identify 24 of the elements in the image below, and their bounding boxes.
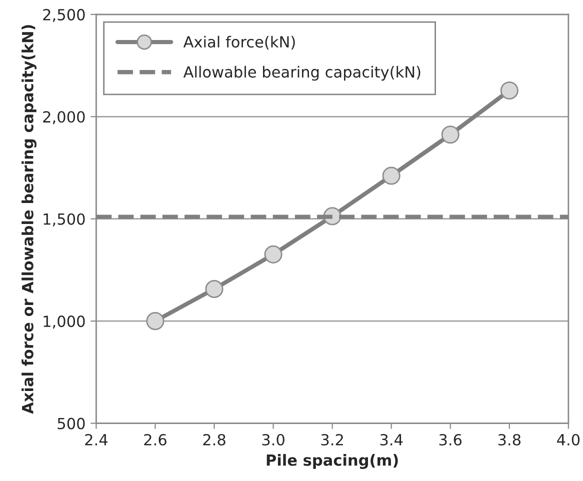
- x-axis-title: Pile spacing(m): [266, 454, 398, 469]
- point: [264, 245, 282, 264]
- x-tick-label: 3.6: [439, 434, 462, 446]
- x-tick-label: 2.6: [144, 434, 166, 446]
- legend-label: Allowable bearing capacity(kN): [183, 66, 420, 81]
- legend-label: Axial force(kN): [183, 36, 295, 50]
- point: [382, 166, 400, 185]
- point: [441, 126, 460, 144]
- point: [146, 312, 164, 330]
- x-tick-label: 3.4: [380, 434, 403, 446]
- x-tick-label: 3.0: [262, 434, 284, 446]
- y-tick-label: 500: [58, 418, 85, 430]
- point: [205, 280, 224, 298]
- y-tick-label: 2,500: [43, 8, 85, 22]
- x-tick-label: 2.8: [203, 434, 226, 446]
- x-tick-label: 3.8: [498, 434, 520, 446]
- y-tick-label: 1,500: [44, 213, 85, 226]
- y-tick-label: 2,000: [43, 111, 85, 124]
- x-tick-label: 4.0: [557, 434, 580, 446]
- x-tick-label: 3.2: [321, 434, 343, 446]
- point: [500, 81, 518, 100]
- x-tick-label: 2.4: [85, 434, 108, 446]
- y-tick-label: 1,000: [44, 316, 85, 329]
- y-axis-title: Axial force or Allowable bearing capacity(kN): [22, 25, 36, 414]
